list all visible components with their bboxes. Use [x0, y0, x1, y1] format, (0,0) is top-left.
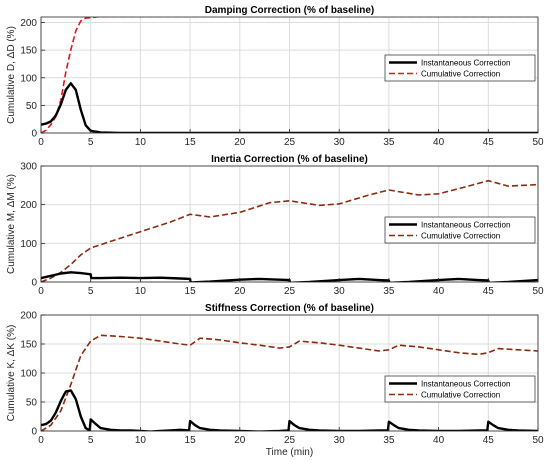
y-tick-label: 100	[20, 239, 37, 250]
y-tick-label: 200	[20, 311, 37, 322]
y-tick-label: 150	[20, 340, 37, 351]
x-tick-label: 40	[433, 435, 445, 446]
x-tick-label: 0	[38, 435, 44, 446]
legend-label: Instantaneous Correction	[421, 221, 510, 230]
x-tick-label: 15	[185, 137, 197, 148]
x-tick-label: 25	[284, 137, 296, 148]
x-tick-label: 45	[483, 286, 495, 297]
chart-3: 0 5 10 15 20 25 30 35 40 45 50 0 50 100 150 200 Stiffnes…	[6, 303, 544, 458]
x-tick-label: 50	[532, 286, 544, 297]
x-tick-label: 5	[88, 435, 94, 446]
y-axis-label: Cumulative M, ΔM (%)	[6, 174, 17, 274]
legend-label: Instantaneous Correction	[421, 59, 510, 68]
y-tick-label: 0	[31, 129, 37, 140]
y-tick-label: 150	[20, 46, 37, 57]
x-tick-label: 50	[532, 435, 544, 446]
x-tick-label: 25	[284, 286, 296, 297]
series-line-cumulative-correction	[41, 334, 538, 431]
x-tick-label: 20	[234, 137, 246, 148]
x-tick-label: 40	[433, 137, 445, 148]
x-tick-label: 15	[185, 435, 197, 446]
legend-box	[384, 54, 536, 82]
x-tick-label: 10	[135, 435, 147, 446]
x-tick-label: 10	[135, 286, 147, 297]
y-tick-label: 50	[26, 398, 38, 409]
legend-label: Instantaneous Correction	[421, 380, 510, 389]
legend-box	[384, 375, 536, 403]
x-tick-label: 45	[483, 435, 495, 446]
x-tick-label: 30	[334, 435, 346, 446]
legend-label: Cumulative Correction	[421, 70, 500, 79]
x-tick-label: 25	[284, 435, 296, 446]
y-tick-label: 0	[31, 278, 37, 289]
chart-title: Inertia Correction (% of baseline)	[211, 154, 368, 165]
x-tick-label: 15	[185, 286, 197, 297]
y-axis-label: Cumulative K, ΔK (%)	[6, 325, 17, 422]
y-tick-label: 100	[20, 369, 37, 380]
y-tick-label: 50	[26, 101, 38, 112]
legend-label: Cumulative Correction	[421, 391, 500, 400]
chart-title: Damping Correction (% of baseline)	[205, 5, 374, 16]
legend-box	[384, 216, 536, 244]
series-group	[41, 17, 538, 133]
y-tick-label: 100	[20, 73, 37, 84]
y-tick-label: 0	[31, 427, 37, 438]
x-tick-label: 5	[88, 137, 94, 148]
x-tick-label: 20	[234, 435, 246, 446]
x-tick-label: 5	[88, 286, 94, 297]
legend: Instantaneous Correction Cumulative Corre…	[384, 54, 536, 82]
x-tick-label: 35	[383, 286, 395, 297]
x-tick-label: 0	[38, 137, 44, 148]
chart-2: 0 5 10 15 20 25 30 35 40 45 50 0 100 200 300 Inertia Co…	[6, 154, 544, 297]
legend: Instantaneous Correction Cumulative Corre…	[384, 216, 536, 244]
y-axis-label: Cumulative D, ΔD (%)	[6, 26, 17, 124]
x-tick-label: 35	[383, 435, 395, 446]
x-tick-label: 0	[38, 286, 44, 297]
series-line-instantaneous-correction	[41, 82, 538, 133]
y-tick-label: 300	[20, 162, 37, 173]
x-tick-label: 50	[532, 137, 544, 148]
legend: Instantaneous Correction Cumulative Corre…	[384, 375, 536, 403]
x-tick-label: 20	[234, 286, 246, 297]
y-tick-label: 200	[20, 200, 37, 211]
x-tick-label: 40	[433, 286, 445, 297]
x-axis-label: Time (min)	[266, 447, 313, 458]
y-tick-label: 200	[20, 18, 37, 29]
chart-1: 0 5 10 15 20 25 30 35 40 45 50 0 50 100 150 200 Damping …	[6, 5, 544, 148]
x-tick-label: 45	[483, 137, 495, 148]
series-group	[41, 179, 538, 282]
x-tick-label: 30	[334, 286, 346, 297]
series-line-cumulative-correction	[41, 179, 538, 282]
x-tick-label: 30	[334, 137, 346, 148]
series-line-instantaneous-correction	[41, 271, 538, 282]
x-tick-label: 35	[383, 137, 395, 148]
x-tick-label: 10	[135, 137, 147, 148]
legend-label: Cumulative Correction	[421, 232, 500, 241]
chart-title: Stiffness Correction (% of baseline)	[205, 303, 374, 314]
